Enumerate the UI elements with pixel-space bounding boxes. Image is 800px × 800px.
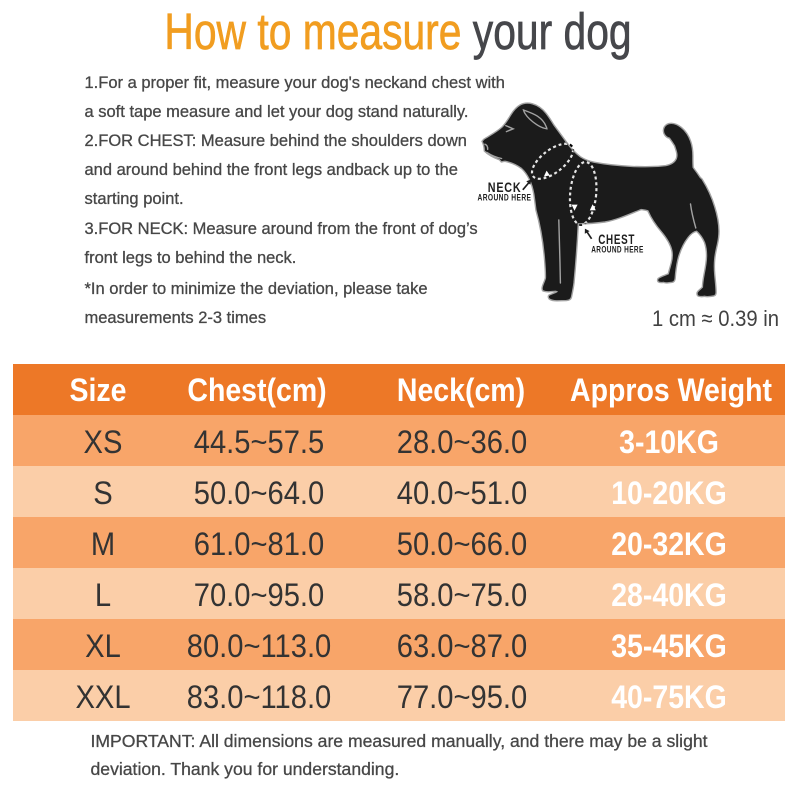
svg-text:CHEST: CHEST bbox=[598, 231, 635, 247]
svg-text:AROUND HERE: AROUND HERE bbox=[478, 193, 532, 203]
svg-text:NECK: NECK bbox=[488, 180, 522, 196]
svg-text:AROUND HERE: AROUND HERE bbox=[591, 245, 644, 255]
